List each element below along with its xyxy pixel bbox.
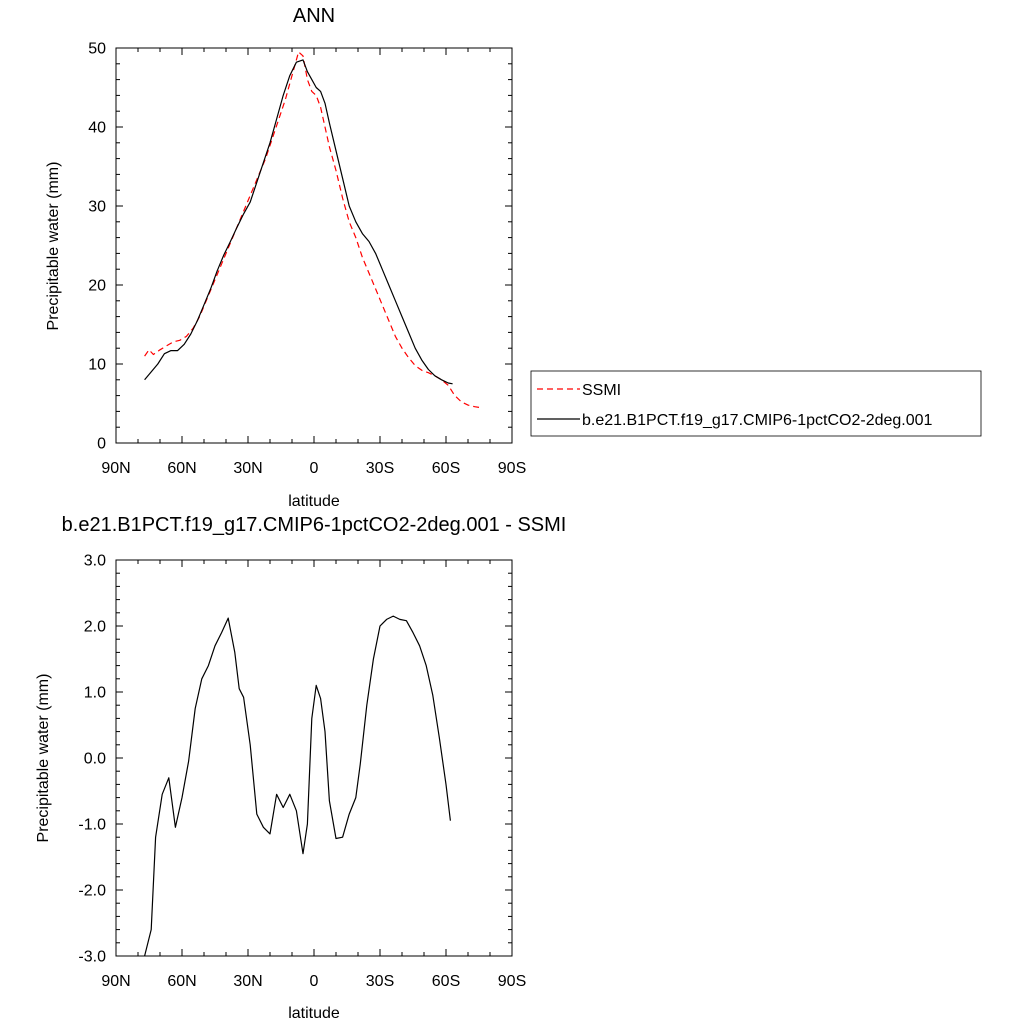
chart-difference: b.e21.B1PCT.f19_g17.CMIP6-1pctCO2-2deg.0… [35, 514, 566, 1022]
legend: SSMI b.e21.B1PCT.f19_g17.CMIP6-1pctCO2-2… [530, 370, 982, 437]
x-tick-label: 90N [101, 973, 130, 990]
y-tick-label: 0 [97, 436, 106, 453]
chart-title: b.e21.B1PCT.f19_g17.CMIP6-1pctCO2-2deg.0… [62, 514, 567, 536]
series-lines [144, 51, 480, 408]
x-axis-label: latitude [288, 493, 340, 510]
series-line-ssmi [144, 51, 480, 408]
y-tick-label: 30 [88, 199, 106, 216]
x-tick-label: 90S [498, 973, 526, 990]
y-tick-label: 20 [88, 278, 106, 295]
y-tick-label: 3.0 [84, 553, 106, 570]
series-line-b-e21-b1pct-f19-g17-cmip6-1pctco2-2deg-001 [144, 59, 453, 385]
y-tick-label: -1.0 [78, 817, 106, 834]
x-tick-label: 0 [310, 460, 319, 477]
x-tick-label: 30S [366, 460, 394, 477]
series-lines [144, 615, 451, 957]
x-tick-label: 30N [233, 973, 262, 990]
y-tick-label: 50 [88, 41, 106, 58]
chart-title: ANN [293, 5, 335, 27]
x-tick-label: 30S [366, 973, 394, 990]
x-tick-label: 60S [432, 460, 460, 477]
x-tick-label: 60N [167, 973, 196, 990]
y-tick-label: 1.0 [84, 685, 106, 702]
y-axis-label: Precipitable water (mm) [45, 162, 62, 331]
x-tick-label: 90N [101, 460, 130, 477]
x-tick-label: 0 [310, 973, 319, 990]
legend-label-model: b.e21.B1PCT.f19_g17.CMIP6-1pctCO2-2deg.0… [582, 412, 933, 429]
legend-label-ssmi: SSMI [582, 382, 621, 399]
y-axis-label: Precipitable water (mm) [35, 674, 52, 843]
y-tick-label: 10 [88, 357, 106, 374]
plot-frame [115, 559, 513, 957]
x-tick-label: 90S [498, 460, 526, 477]
plot-frame [115, 47, 513, 444]
x-tick-label: 30N [233, 460, 262, 477]
x-axis-label: latitude [288, 1005, 340, 1022]
axis-ticks [115, 559, 513, 957]
tick-labels: 90N 60N 30N 0 30S 60S 90S -3.0 -2.0 -1.0 0.0 1.0 2.0… [78, 553, 526, 991]
y-tick-label: 0.0 [84, 751, 106, 768]
legend-box [530, 370, 982, 437]
x-tick-label: 60N [167, 460, 196, 477]
series-line-series-0 [144, 615, 451, 957]
y-tick-label: 2.0 [84, 619, 106, 636]
chart-ann: ANN Precipitable water (mm) latitude 90N… [45, 5, 526, 510]
y-tick-label: -3.0 [78, 949, 106, 966]
tick-labels: 90N 60N 30N 0 30S 60S 90S 0 10 20 30 40 50 [88, 41, 526, 478]
y-tick-label: 40 [88, 120, 106, 137]
x-tick-label: 60S [432, 973, 460, 990]
y-tick-label: -2.0 [78, 883, 106, 900]
